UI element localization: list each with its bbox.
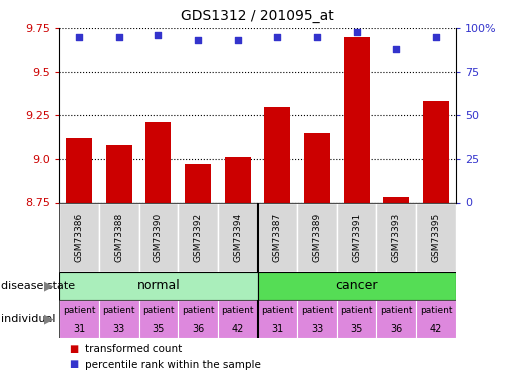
Text: GSM73391: GSM73391 xyxy=(352,213,361,262)
Text: ■: ■ xyxy=(70,360,79,369)
Text: GSM73386: GSM73386 xyxy=(75,213,83,262)
Text: 33: 33 xyxy=(311,324,323,334)
Bar xyxy=(297,300,337,338)
Bar xyxy=(218,300,258,338)
Bar xyxy=(416,300,456,338)
Text: ▶: ▶ xyxy=(44,279,54,292)
Bar xyxy=(106,145,132,202)
Text: 42: 42 xyxy=(231,324,244,334)
Text: patient: patient xyxy=(380,306,413,315)
Bar xyxy=(66,138,92,202)
Bar xyxy=(258,272,456,300)
Bar xyxy=(139,202,178,272)
Text: disease state: disease state xyxy=(1,281,75,291)
Bar xyxy=(218,202,258,272)
Bar xyxy=(297,202,337,272)
Point xyxy=(75,34,83,40)
Bar xyxy=(99,202,139,272)
Text: transformed count: transformed count xyxy=(85,344,182,354)
Point xyxy=(114,34,123,40)
Bar xyxy=(264,106,290,202)
Bar xyxy=(145,122,171,202)
Text: individual: individual xyxy=(1,314,56,324)
Bar xyxy=(344,37,370,203)
Bar xyxy=(59,202,99,272)
Text: patient: patient xyxy=(420,306,452,315)
Text: patient: patient xyxy=(182,306,214,315)
Bar xyxy=(376,300,416,338)
Text: 35: 35 xyxy=(152,324,165,334)
Bar xyxy=(258,202,297,272)
Bar xyxy=(139,300,178,338)
Text: GSM73395: GSM73395 xyxy=(432,213,440,262)
Bar xyxy=(178,300,218,338)
Text: cancer: cancer xyxy=(335,279,378,292)
Point xyxy=(432,34,440,40)
Text: percentile rank within the sample: percentile rank within the sample xyxy=(85,360,261,369)
Text: 31: 31 xyxy=(271,324,283,334)
Point xyxy=(154,32,162,38)
Text: GSM73394: GSM73394 xyxy=(233,213,242,262)
Text: normal: normal xyxy=(136,279,180,292)
Text: GSM73393: GSM73393 xyxy=(392,213,401,262)
Bar xyxy=(383,197,409,202)
Text: 33: 33 xyxy=(113,324,125,334)
Bar xyxy=(258,300,297,338)
Text: GSM73390: GSM73390 xyxy=(154,213,163,262)
Point xyxy=(313,34,321,40)
Text: ■: ■ xyxy=(70,344,79,354)
Bar xyxy=(416,202,456,272)
Text: 42: 42 xyxy=(430,324,442,334)
Bar xyxy=(304,133,330,202)
Text: ▶: ▶ xyxy=(44,312,54,325)
Bar xyxy=(99,300,139,338)
Text: patient: patient xyxy=(221,306,254,315)
Text: patient: patient xyxy=(142,306,175,315)
Bar xyxy=(337,300,376,338)
Text: GSM73388: GSM73388 xyxy=(114,213,123,262)
Text: patient: patient xyxy=(340,306,373,315)
Bar xyxy=(225,157,251,203)
Bar xyxy=(59,272,258,300)
Text: 31: 31 xyxy=(73,324,85,334)
Text: GSM73387: GSM73387 xyxy=(273,213,282,262)
Bar xyxy=(423,101,449,202)
Point xyxy=(392,46,401,52)
Point xyxy=(273,34,281,40)
Bar xyxy=(376,202,416,272)
Point xyxy=(233,38,242,44)
Text: GDS1312 / 201095_at: GDS1312 / 201095_at xyxy=(181,9,334,23)
Text: patient: patient xyxy=(63,306,95,315)
Bar xyxy=(337,202,376,272)
Bar xyxy=(59,300,99,338)
Point xyxy=(352,28,360,34)
Text: 35: 35 xyxy=(350,324,363,334)
Point xyxy=(194,38,202,44)
Bar xyxy=(178,202,218,272)
Text: 36: 36 xyxy=(192,324,204,334)
Text: patient: patient xyxy=(102,306,135,315)
Text: GSM73392: GSM73392 xyxy=(194,213,202,262)
Text: patient: patient xyxy=(301,306,333,315)
Bar xyxy=(185,164,211,202)
Text: 36: 36 xyxy=(390,324,402,334)
Text: patient: patient xyxy=(261,306,294,315)
Text: GSM73389: GSM73389 xyxy=(313,213,321,262)
